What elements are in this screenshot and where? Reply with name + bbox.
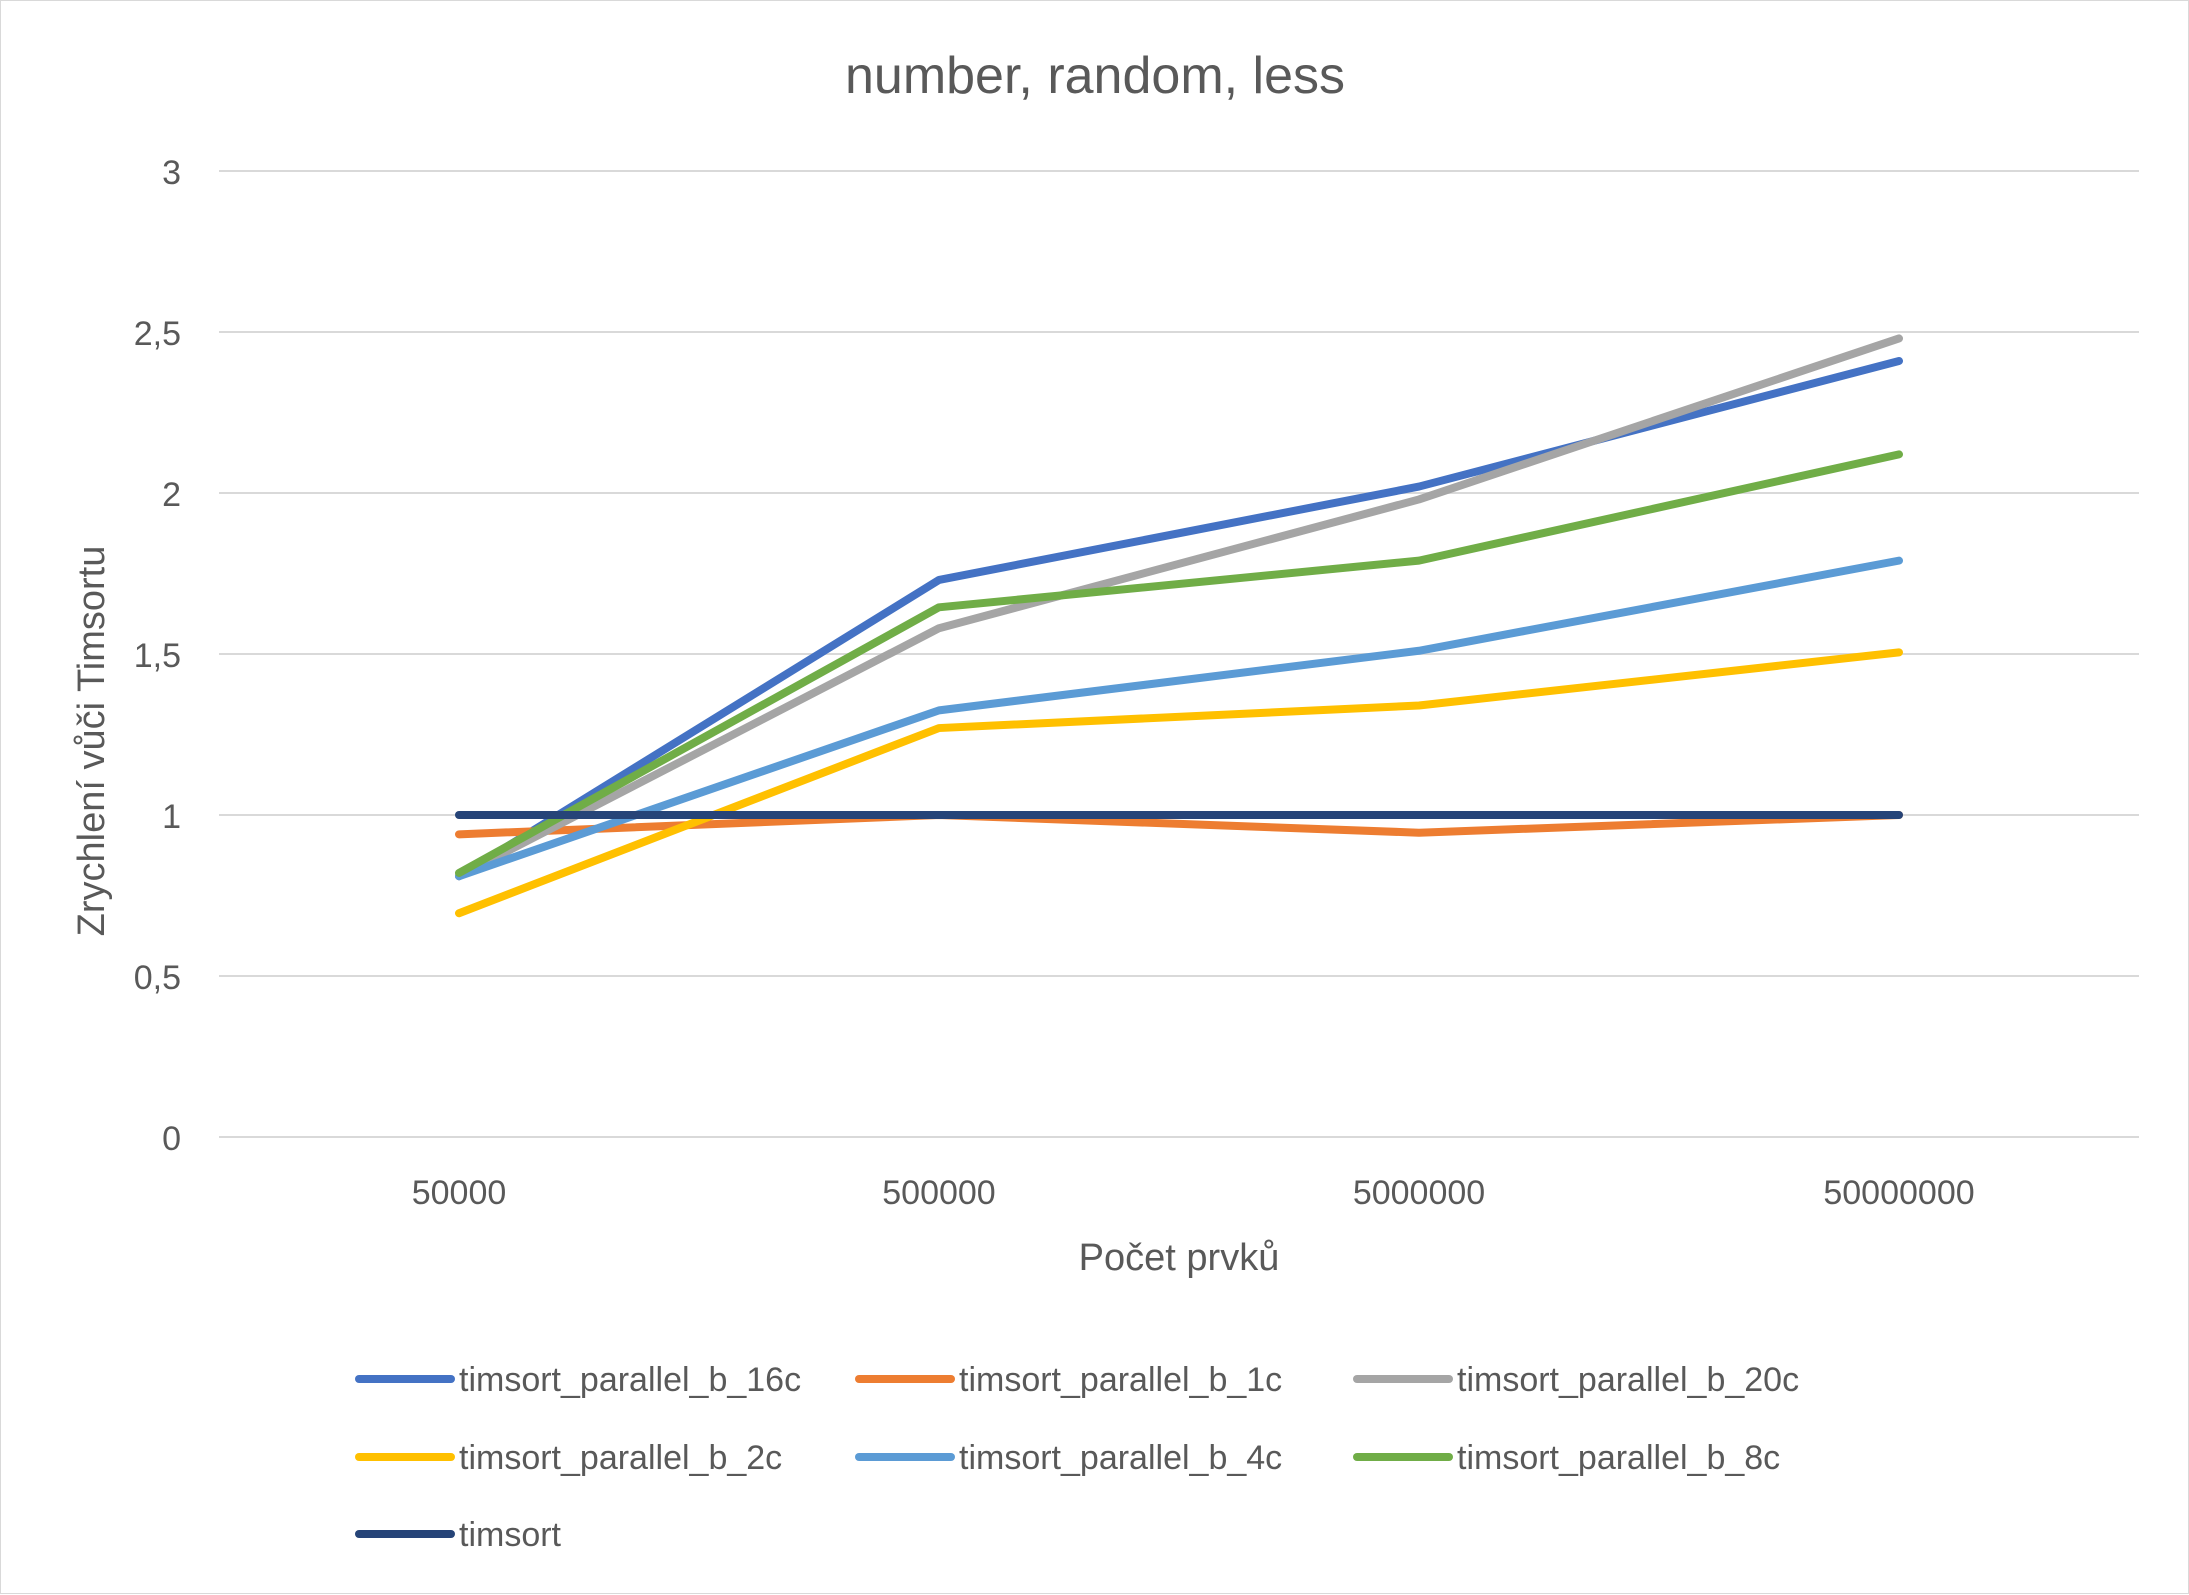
y-tick-label: 2 [162,476,181,514]
legend-item: timsort_parallel_b_8c [1353,1439,1780,1477]
x-axis-ticks: 50000 500000 5000000 50000000 [412,1174,1975,1212]
series-line-timsort_parallel_b_2c [455,648,1903,918]
legend-label: timsort_parallel_b_2c [459,1439,782,1477]
chart-title: number, random, less [845,47,1345,105]
legend: timsort_parallel_b_16c timsort_parallel_b… [355,1361,1799,1554]
legend-label: timsort_parallel_b_20c [1457,1361,1799,1399]
series-line-timsort_parallel_b_16c [455,356,1903,881]
legend-item: timsort_parallel_b_4c [855,1439,1282,1477]
legend-label: timsort [459,1516,562,1554]
y-tick-label: 2,5 [134,315,181,353]
y-tick-label: 1,5 [134,637,181,675]
series-line-timsort_parallel_b_4c [455,556,1903,881]
x-tick-label: 50000 [412,1174,507,1212]
legend-item: timsort_parallel_b_2c [355,1439,782,1477]
series-lines [455,334,1903,918]
x-tick-label: 500000 [882,1174,995,1212]
series-line-timsort_parallel_b_8c [455,450,1903,877]
legend-label: timsort_parallel_b_4c [959,1439,1282,1477]
y-axis-label: Zrychlení vůči Timsortu [71,546,113,937]
legend-item: timsort_parallel_b_20c [1353,1361,1799,1399]
y-tick-label: 0 [162,1120,181,1158]
x-tick-label: 50000000 [1823,1174,1974,1212]
y-tick-label: 0,5 [134,959,181,997]
series-line-timsort_parallel_b_20c [455,334,1903,881]
x-axis-label: Počet prvků [1079,1237,1280,1279]
y-tick-label: 1 [162,798,181,836]
x-tick-label: 5000000 [1353,1174,1485,1212]
legend-label: timsort_parallel_b_16c [459,1361,801,1399]
y-axis-ticks: 0 0,5 1 1,5 2 2,5 3 [134,154,181,1158]
legend-item: timsort_parallel_b_1c [855,1361,1282,1399]
y-tick-label: 3 [162,154,181,192]
legend-label: timsort_parallel_b_8c [1457,1439,1780,1477]
legend-label: timsort_parallel_b_1c [959,1361,1282,1399]
legend-item: timsort_parallel_b_16c [355,1361,801,1399]
legend-item: timsort [355,1516,562,1554]
